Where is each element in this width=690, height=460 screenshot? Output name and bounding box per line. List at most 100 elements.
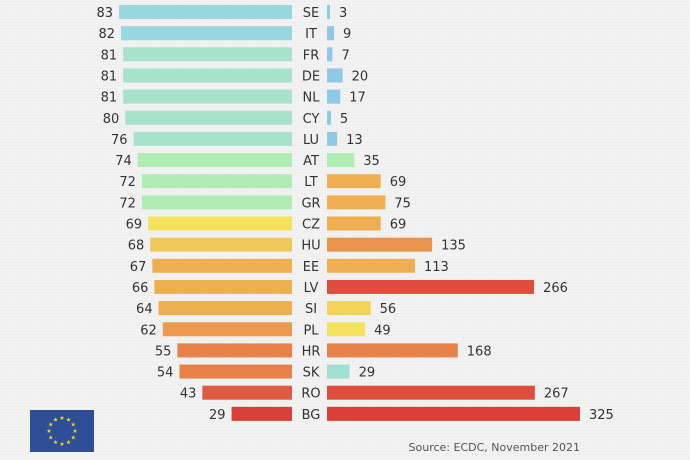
source-note: Source: ECDC, November 2021 <box>408 441 580 454</box>
bar-left-lv <box>154 279 292 294</box>
category-label-hu: HU <box>301 239 320 254</box>
bar-right-si <box>327 301 371 316</box>
bar-right-at <box>327 153 355 168</box>
bar-left-fr <box>123 47 293 62</box>
value-left-lt: 72 <box>119 175 136 190</box>
bar-right-cy <box>327 110 331 125</box>
value-right-lu: 13 <box>346 133 363 148</box>
bar-left-it <box>121 26 292 41</box>
bar-right-ro <box>327 385 535 400</box>
category-label-lu: LU <box>303 133 319 148</box>
bar-left-pl <box>162 322 292 337</box>
value-right-fr: 7 <box>341 48 349 63</box>
bar-left-lu <box>133 131 292 146</box>
flag-star <box>46 428 52 433</box>
value-left-gr: 72 <box>119 196 136 211</box>
category-label-se: SE <box>303 6 319 21</box>
flag-star <box>59 415 65 420</box>
value-left-hr: 55 <box>155 344 172 359</box>
flag-star <box>72 428 78 433</box>
bar-left-ee <box>152 258 292 273</box>
value-right-si: 56 <box>380 302 397 317</box>
bar-left-hu <box>150 237 292 252</box>
value-right-ro: 267 <box>544 387 569 402</box>
category-label-bg: BG <box>302 408 321 423</box>
value-right-cz: 69 <box>390 218 407 233</box>
bar-right-ee <box>327 258 415 273</box>
bar-right-fr <box>327 47 333 62</box>
value-right-bg: 325 <box>589 408 614 423</box>
category-label-pl: PL <box>303 323 319 338</box>
bar-left-sk <box>179 364 292 379</box>
value-left-de: 81 <box>101 69 118 84</box>
value-right-pl: 49 <box>374 323 391 338</box>
value-left-fr: 81 <box>101 48 118 63</box>
bar-right-lu <box>327 131 338 146</box>
bar-right-cz <box>327 216 381 231</box>
bar-right-sk <box>327 364 350 379</box>
value-left-cz: 69 <box>126 218 143 233</box>
value-left-it: 82 <box>99 27 116 42</box>
value-left-cy: 80 <box>103 112 120 127</box>
chart: 83 SE 3 82 IT 9 81 FR 7 81 DE 20 81 NL 17 80 CY 5 76 LU 13 74… <box>96 5 614 423</box>
bar-left-hr <box>177 343 292 358</box>
category-label-cy: CY <box>303 112 320 127</box>
value-right-nl: 17 <box>349 91 366 106</box>
category-label-fr: FR <box>303 48 320 63</box>
category-label-it: IT <box>305 27 317 42</box>
value-right-lv: 266 <box>543 281 568 296</box>
bar-right-hr <box>327 343 458 358</box>
category-label-si: SI <box>305 302 317 317</box>
bar-left-cz <box>148 216 292 231</box>
flag-star <box>59 441 65 446</box>
value-left-nl: 81 <box>101 91 118 106</box>
category-label-lt: LT <box>304 175 317 190</box>
flag-star <box>70 422 76 427</box>
flag-star <box>53 439 58 445</box>
bar-right-hu <box>327 237 433 252</box>
category-label-de: DE <box>302 69 320 84</box>
bar-right-bg <box>327 406 580 421</box>
value-left-se: 83 <box>96 6 113 21</box>
value-right-lt: 69 <box>390 175 407 190</box>
value-right-ee: 113 <box>424 260 449 275</box>
value-left-si: 64 <box>136 302 153 317</box>
value-left-sk: 54 <box>157 366 174 381</box>
flag-star <box>66 439 71 445</box>
category-label-hr: HR <box>302 344 321 359</box>
category-label-ro: RO <box>301 387 320 402</box>
bar-left-bg <box>231 406 292 421</box>
bar-left-si <box>158 301 292 316</box>
category-label-nl: NL <box>303 91 321 106</box>
bar-right-it <box>327 26 335 41</box>
value-left-ee: 67 <box>130 260 147 275</box>
bar-left-gr <box>141 195 292 210</box>
bar-left-cy <box>125 110 292 125</box>
flag-star <box>70 435 76 440</box>
bar-right-gr <box>327 195 386 210</box>
bar-right-nl <box>327 89 341 104</box>
category-label-lv: LV <box>304 281 319 296</box>
value-right-gr: 75 <box>394 196 411 211</box>
bar-right-pl <box>327 322 366 337</box>
value-right-it: 9 <box>343 27 351 42</box>
value-right-hu: 135 <box>441 239 466 254</box>
bar-left-nl <box>123 89 293 104</box>
flag-star <box>48 435 54 440</box>
flag-star <box>53 417 58 422</box>
value-left-ro: 43 <box>180 387 197 402</box>
value-right-sk: 29 <box>359 366 376 381</box>
bar-left-at <box>137 153 292 168</box>
bar-left-se <box>119 5 292 19</box>
value-right-se: 3 <box>339 6 347 21</box>
flag-star <box>48 422 54 427</box>
category-label-sk: SK <box>303 366 320 381</box>
category-label-at: AT <box>303 154 319 169</box>
value-left-at: 74 <box>115 154 132 169</box>
value-left-bg: 29 <box>209 408 226 423</box>
value-left-pl: 62 <box>140 323 157 338</box>
value-right-cy: 5 <box>340 112 348 127</box>
bar-left-lt <box>141 174 292 189</box>
value-left-hu: 68 <box>128 239 145 254</box>
eu-flag-icon <box>30 410 94 452</box>
